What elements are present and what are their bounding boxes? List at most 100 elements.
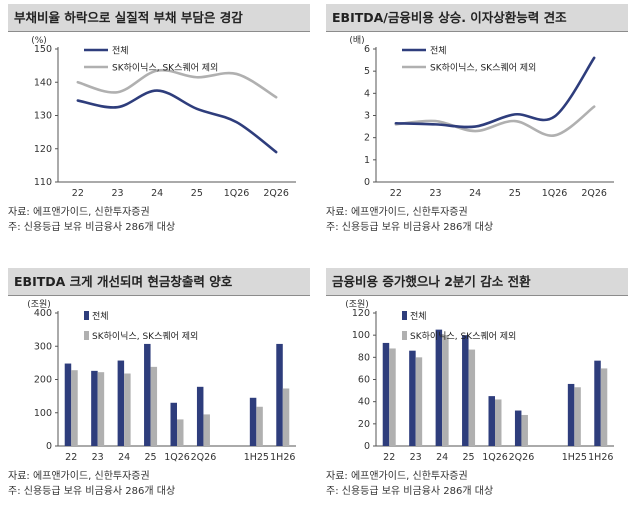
bar-series-1 — [91, 370, 98, 446]
chart-panel-debt-ratio: 부채비율 하락으로 실질적 부채 부담은 경감 (%) 110 120 130 140 1… — [8, 4, 310, 254]
source-note: 자료: 에프앤가이드, 신한투자증권 — [8, 207, 150, 218]
y-tick-label: 100 — [34, 408, 52, 419]
bar-series-1 — [488, 396, 495, 446]
x-tick-label: 2Q26 — [191, 452, 217, 463]
footnote: 주: 신용등급 보유 비금융사 286개 대상 — [326, 222, 494, 233]
source-note: 자료: 에프앤가이드, 신한투자증권 — [326, 471, 468, 482]
bar-chart-financial-cost: (조원) 0 20 40 60 80 100 120 22 23 24 25 1Q26 2Q26 1H25 1… — [345, 299, 614, 463]
x-tick-label: 22 — [390, 188, 402, 199]
x-tick-label: 2Q26 — [263, 188, 289, 199]
legend-swatch — [84, 311, 89, 320]
bar-series-2 — [442, 335, 449, 446]
x-tick-label: 23 — [92, 452, 104, 463]
legend-label: 전체 — [92, 311, 109, 322]
x-tick-label: 22 — [383, 452, 395, 463]
bar-series-1 — [462, 335, 469, 446]
bar-series-1 — [249, 397, 257, 446]
legend-label: 전체 — [410, 311, 427, 322]
x-tick-label: 1Q26 — [224, 188, 250, 199]
bar-series-2 — [97, 372, 105, 446]
x-tick-label: 1H26 — [270, 452, 295, 463]
y-tick-label: 400 — [34, 308, 52, 319]
y-tick-label: 200 — [34, 375, 52, 386]
source-note: 자료: 에프앤가이드, 신한투자증권 — [8, 471, 150, 482]
source-note: 자료: 에프앤가이드, 신한투자증권 — [326, 207, 468, 218]
x-tick-label: 22 — [65, 452, 77, 463]
y-tick-label: 300 — [34, 341, 52, 352]
title-divider — [8, 31, 310, 32]
y-tick-label: 6 — [364, 44, 370, 55]
x-tick-label: 1H25 — [562, 452, 587, 463]
unit-label: (배) — [349, 35, 364, 46]
chart-panel-financial-cost: 금융비용 증가했으나 2분기 감소 전환 (조원) 0 20 40 60 80 100 120… — [326, 268, 628, 518]
legend-swatch — [84, 331, 89, 340]
legend-label: 전체 — [430, 46, 447, 57]
bar-series-1 — [382, 342, 390, 446]
y-tick-label: 3 — [364, 111, 370, 122]
bar-series-1 — [594, 360, 601, 446]
x-tick-label: 25 — [509, 188, 521, 199]
title-divider — [326, 295, 628, 296]
bar-series-1 — [276, 343, 283, 446]
footnote: 주: 신용등급 보유 비금융사 286개 대상 — [326, 486, 494, 497]
y-tick-label: 1 — [364, 155, 370, 166]
x-tick-label: 1H26 — [588, 452, 613, 463]
bar-series-2 — [71, 370, 78, 446]
bar-series-2 — [600, 368, 608, 446]
y-tick-label: 130 — [34, 111, 52, 122]
bar-series-1 — [144, 343, 151, 446]
x-tick-label: 25 — [145, 452, 157, 463]
y-tick-label: 0 — [364, 177, 370, 188]
unit-label: (조원) — [27, 299, 51, 310]
bar-series-2 — [415, 357, 423, 446]
x-tick-label: 2Q26 — [581, 188, 607, 199]
y-tick-label: 150 — [34, 44, 52, 55]
legend-swatch — [402, 331, 407, 340]
bar-series-1 — [567, 383, 575, 446]
legend-label: SK하이닉스, SK스퀘어 제외 — [112, 62, 218, 74]
y-tick-label: 110 — [34, 177, 52, 188]
bar-series-2 — [282, 388, 290, 446]
unit-label: (조원) — [345, 299, 369, 310]
chart-title: 부채비율 하락으로 실질적 부채 부담은 경감 — [8, 4, 310, 31]
x-tick-label: 23 — [111, 188, 123, 199]
bar-chart-ebitda: (조원) 0 100 200 300 400 22 23 24 25 1Q26 2Q26 1H25 1H2… — [27, 299, 296, 463]
x-tick-label: 24 — [151, 188, 163, 199]
legend-swatch — [402, 311, 407, 320]
y-tick-label: 80 — [358, 352, 370, 363]
bar-series-2 — [203, 414, 210, 446]
chart-title: 금융비용 증가했으나 2분기 감소 전환 — [326, 268, 628, 295]
y-tick-label: 4 — [364, 88, 370, 99]
x-tick-label: 23 — [410, 452, 422, 463]
bar-series-2 — [521, 414, 528, 446]
footnote: 주: 신용등급 보유 비금융사 286개 대상 — [8, 222, 176, 233]
bar-series-1 — [64, 363, 72, 446]
y-tick-label: 60 — [358, 375, 370, 386]
line-chart-debt-ratio: (%) 110 120 130 140 150 22 23 24 25 1Q26 2Q26 전체 SK하이… — [31, 36, 296, 199]
legend-label: 전체 — [112, 46, 129, 57]
bar-series-1 — [409, 350, 416, 446]
y-tick-label: 120 — [34, 144, 52, 155]
bar-series-1 — [514, 410, 522, 446]
x-tick-label: 24 — [118, 452, 130, 463]
chart-title: EBITDA/금융비용 상승. 이자상환능력 견조 — [326, 4, 628, 31]
y-tick-label: 2 — [364, 133, 370, 144]
y-tick-label: 140 — [34, 77, 52, 88]
series-line-1 — [76, 89, 278, 154]
bar-series-1 — [435, 329, 443, 446]
legend-label: SK하이닉스, SK스퀘어 제외 — [92, 330, 198, 342]
y-tick-label: 0 — [364, 441, 370, 452]
y-tick-label: 100 — [352, 330, 370, 341]
bar-series-2 — [177, 419, 184, 446]
bar-series-2 — [495, 399, 502, 446]
bar-series-2 — [256, 406, 263, 446]
x-tick-label: 24 — [469, 188, 481, 199]
bar-series-1 — [170, 402, 177, 446]
title-divider — [8, 295, 310, 296]
chart-title: EBITDA 크게 개선되며 현금창출력 양호 — [8, 268, 310, 295]
y-tick-label: 40 — [358, 397, 370, 408]
y-tick-label: 0 — [46, 441, 52, 452]
bar-series-2 — [574, 387, 581, 446]
bar-series-1 — [117, 360, 125, 446]
bar-series-2 — [389, 348, 396, 446]
